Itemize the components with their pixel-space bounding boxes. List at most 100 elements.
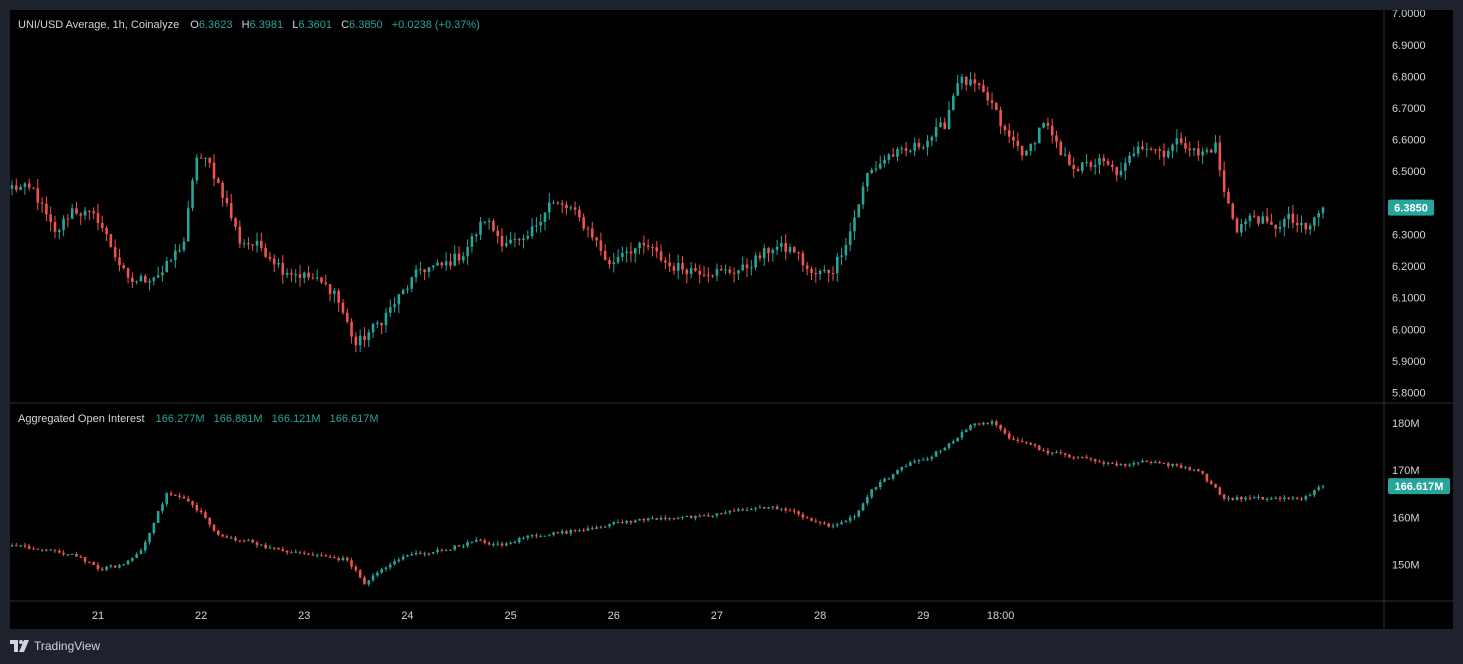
price-candle (1025, 149, 1028, 156)
price-candle (178, 243, 181, 253)
oi-candle (311, 551, 315, 556)
price-candle (1007, 123, 1011, 144)
time-axis[interactable]: 21 22 23 24 25 26 27 28 29 18:00 (92, 610, 1015, 622)
price-candle (199, 153, 203, 159)
oi-candle (367, 579, 371, 587)
price-candle (702, 265, 706, 278)
oi-axis[interactable]: 180M 170M 160M 150M (1392, 418, 1420, 572)
time-tick-label: 18:00 (987, 610, 1015, 622)
price-candle (719, 264, 723, 271)
price-candle (913, 137, 916, 157)
oi-candle (1248, 494, 1252, 501)
oi-candle (1287, 496, 1290, 500)
oi-candle (840, 520, 843, 525)
price-candle (320, 276, 323, 284)
oi-candle (775, 504, 779, 510)
price-candle (676, 254, 680, 280)
price-candle (603, 244, 607, 261)
price-candle (1248, 212, 1252, 228)
oi-candle (272, 547, 276, 551)
price-candle (470, 233, 474, 253)
price-candle (79, 212, 83, 225)
price-candle (1089, 160, 1093, 171)
chart-canvas[interactable]: UNI/USD Average, 1h, Coinalyze O6.3623 H… (10, 10, 1453, 629)
oi-tick-label: 160M (1392, 512, 1420, 524)
svg-text:UNI/USD Average, 1h, Coinalyze: UNI/USD Average, 1h, Coinalyze O6.3623 H… (18, 19, 480, 31)
oi-candle (122, 563, 126, 566)
price-candle (1240, 218, 1243, 237)
oi-candle (118, 563, 121, 569)
price-candle (1252, 209, 1256, 219)
legend-close-value: 6.3850 (349, 19, 383, 31)
oi-candle (57, 548, 61, 554)
price-candle (32, 187, 35, 190)
time-tick-label: 29 (917, 610, 929, 622)
oi-candle (1003, 427, 1007, 435)
price-candle (131, 272, 134, 289)
oi-candle (363, 575, 366, 585)
price-candle (517, 237, 521, 246)
price-candle (358, 329, 362, 352)
oi-candle (23, 542, 27, 549)
oi-candle (221, 533, 224, 538)
price-candle (926, 135, 929, 156)
price-candle (483, 221, 487, 225)
price-candle (870, 167, 873, 175)
price-candle (118, 249, 121, 272)
price-candle (462, 252, 465, 264)
price-candle (182, 236, 186, 253)
price-candle (367, 329, 371, 347)
oi-candle (904, 463, 908, 468)
oi-candle (801, 512, 805, 521)
chart-frame[interactable]: UNI/USD Average, 1h, Coinalyze O6.3623 H… (10, 10, 1453, 629)
price-candle (659, 244, 663, 263)
price-candle (427, 267, 431, 278)
oi-candle (457, 544, 461, 547)
price-candle (1063, 147, 1067, 157)
price-candle (728, 266, 732, 275)
time-tick-label: 24 (401, 610, 413, 622)
price-candle (247, 237, 250, 250)
oi-candle (1274, 496, 1278, 500)
price-candle (539, 213, 542, 233)
oi-candle (578, 528, 581, 532)
price-candle (535, 216, 538, 233)
price-candle (298, 265, 302, 287)
price-candle (1115, 166, 1118, 182)
oi-candle (135, 552, 138, 559)
oi-tick-label: 170M (1392, 465, 1420, 477)
price-candle (100, 215, 104, 232)
oi-candle (590, 526, 594, 530)
price-candle (1093, 158, 1097, 175)
price-candle (1106, 158, 1110, 166)
oi-candle (45, 548, 48, 552)
price-candle (827, 269, 830, 283)
oi-candle (552, 531, 555, 537)
oi-candle (1209, 479, 1213, 486)
oi-candle (388, 562, 392, 570)
oi-candle (320, 552, 323, 557)
price-tick-label: 6.9000 (1392, 40, 1426, 52)
price-candle (878, 155, 882, 170)
price-candle (350, 318, 353, 344)
price-candle (1012, 130, 1015, 148)
oi-candle (1136, 462, 1140, 466)
oi-candle (1278, 496, 1282, 502)
footer-brand[interactable]: TradingView (34, 639, 101, 653)
oi-candle (522, 536, 525, 540)
price-candle (771, 247, 775, 262)
oi-candle (152, 522, 156, 536)
oi-candle (341, 555, 345, 562)
price-candle (229, 193, 233, 222)
oi-candle (633, 519, 637, 523)
oi-candle (436, 546, 439, 555)
oi-badge: 166.617M (1388, 478, 1450, 495)
price-candle (195, 153, 199, 185)
price-candle (1171, 143, 1174, 159)
price-candle (835, 252, 839, 282)
oi-candle (844, 520, 848, 523)
oi-candle (255, 540, 259, 548)
price-candle (921, 144, 925, 151)
price-candle (788, 243, 792, 254)
price-candle (302, 271, 306, 284)
